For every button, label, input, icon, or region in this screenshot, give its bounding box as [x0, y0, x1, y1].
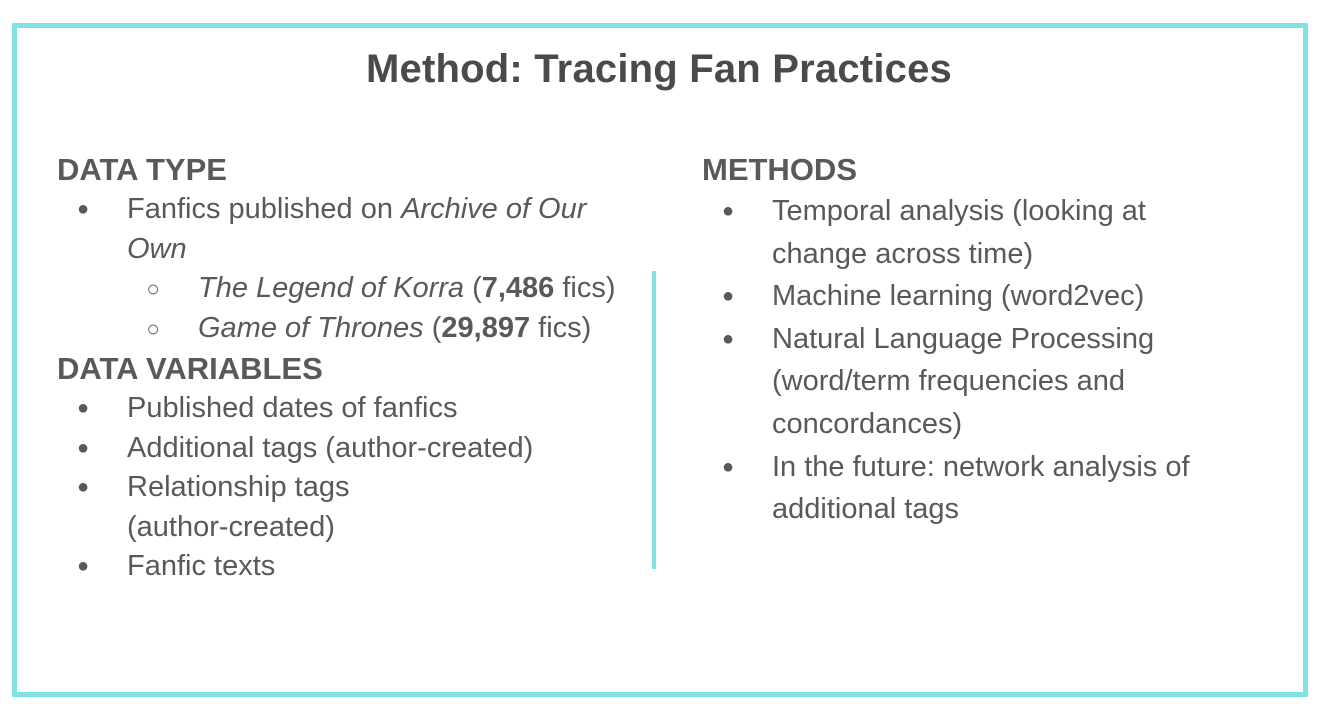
- hollow-bullet-icon: ○: [146, 276, 160, 301]
- sub-list-item: ○ Game of Thrones (29,897 fics): [57, 309, 627, 349]
- bullet-icon: ●: [721, 285, 735, 308]
- sub-item-text: (: [464, 272, 482, 304]
- list-item: ● In the future: network analysis of addi…: [702, 446, 1262, 531]
- item-text: Temporal analysis (looking at change acr…: [772, 195, 1146, 270]
- list-item: ● Relationship tags (author-created): [57, 468, 627, 547]
- sub-item-text: fics): [530, 311, 592, 344]
- bullet-icon: ●: [76, 198, 90, 220]
- item-text: Relationship tags (author-created): [127, 471, 350, 543]
- item-italic-text: Archive of Our Own: [127, 193, 587, 265]
- item-text: Published dates of fanfics: [127, 392, 458, 424]
- list-item: ● Published dates of fanfics: [57, 389, 627, 429]
- list-item: ● Additional tags (author-created): [57, 429, 627, 469]
- slide-frame: [12, 23, 1308, 697]
- sub-item-count: 7,486: [481, 272, 555, 304]
- data-type-heading: DATA TYPE: [57, 152, 227, 187]
- bullet-icon: ●: [76, 476, 90, 498]
- bullet-icon: ●: [721, 200, 735, 222]
- sub-list-item: ○ The Legend of Korra (7,486 fics): [57, 269, 627, 309]
- list-item: ● Natural Language Processing (word/term …: [702, 318, 1262, 446]
- methods-list: ● Temporal analysis (looking at change ac…: [702, 190, 1262, 531]
- data-type-list: ● Fanfics published on Archive of Our Own…: [57, 190, 627, 348]
- column-divider: [652, 271, 656, 569]
- bullet-icon: ●: [721, 455, 735, 478]
- item-text: In the future: network analysis of addit…: [772, 450, 1190, 526]
- right-column: METHODS ● Temporal analysis (looking at c…: [702, 150, 1262, 531]
- item-text: Natural Language Processing (word/term f…: [772, 322, 1155, 440]
- hollow-bullet-icon: ○: [146, 315, 160, 341]
- sub-item-italic-text: Game of Thrones: [198, 311, 424, 344]
- bullet-icon: ●: [721, 327, 735, 350]
- sub-item-text: fics): [554, 272, 616, 304]
- left-column: DATA TYPE ● Fanfics published on Archive …: [57, 150, 627, 587]
- list-item: ● Fanfic texts: [57, 547, 627, 587]
- list-item: ● Machine learning (word2vec): [702, 275, 1262, 318]
- sub-item-italic-text: The Legend of Korra: [198, 272, 465, 304]
- bullet-icon: ●: [76, 397, 90, 419]
- list-item: ● Fanfics published on Archive of Our Own…: [57, 190, 627, 348]
- data-type-sub-list: ○ The Legend of Korra (7,486 fics) ○ Game …: [57, 269, 627, 348]
- methods-heading: METHODS: [702, 152, 857, 187]
- item-text: Fanfic texts: [127, 550, 276, 582]
- sub-item-count: 29,897: [441, 311, 531, 344]
- item-text: Fanfics published on: [127, 193, 402, 225]
- data-variables-heading: DATA VARIABLES: [57, 351, 323, 386]
- sub-item-text: (: [423, 311, 442, 344]
- bullet-icon: ●: [76, 436, 90, 459]
- list-item: ● Temporal analysis (looking at change ac…: [702, 190, 1262, 275]
- data-variables-list: ● Published dates of fanfics ● Additional …: [57, 389, 627, 587]
- item-text: Additional tags (author-created): [127, 431, 534, 464]
- bullet-icon: ●: [76, 555, 90, 577]
- item-text: Machine learning (word2vec): [772, 280, 1145, 313]
- slide-title: Method: Tracing Fan Practices: [366, 47, 952, 91]
